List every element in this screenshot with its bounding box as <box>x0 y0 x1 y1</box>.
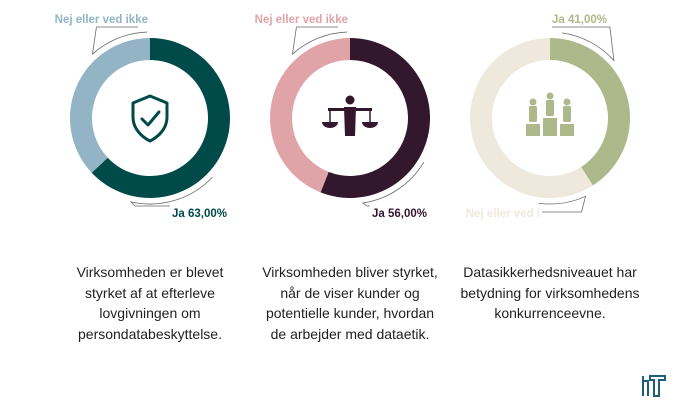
caption-1-line: styrket af at efterleve <box>85 284 215 301</box>
caption-2-line: potentielle kunder, hvordan <box>265 305 435 321</box>
shield-check-icon <box>131 94 169 143</box>
label-ja: Ja 56,00% <box>372 208 427 220</box>
caption-2-line: når de viser kunder og <box>280 284 420 301</box>
label-ja: Ja 41,00% <box>552 14 607 26</box>
caption-2-line: Virksomheden bliver styrket, <box>262 264 438 280</box>
slice-ja <box>91 38 230 198</box>
caption-1-line: Virksomheden er blevet <box>76 264 224 280</box>
caption-1-line: persondatabeskyttelse. <box>78 325 222 342</box>
caption-3-line: konkurrenceevne. <box>494 305 606 321</box>
leader-line-ja <box>129 176 213 207</box>
label-nej: Nej eller ved ikke <box>255 14 348 26</box>
caption-3-line: betydning for virksomhedens <box>460 284 640 301</box>
caption-2-line: de arbejder med dataetik. <box>270 325 430 342</box>
scales-of-justice-icon <box>322 95 378 136</box>
it-logo-icon <box>642 375 666 397</box>
caption-2: Virksomheden bliver styrket, når de vise… <box>250 262 450 344</box>
label-nej: Nej eller ved ikke <box>55 14 148 26</box>
caption-1-line: lovgivningen om <box>99 305 201 321</box>
caption-1: Virksomheden er blevet styrket af at eft… <box>50 262 250 344</box>
slice-nej <box>269 38 350 193</box>
slice-ja <box>550 38 631 186</box>
caption-3-line: Datasikkerhedsniveauet har <box>463 264 637 280</box>
label-nej: Nej eller ved i <box>466 208 540 220</box>
leader-line-nej <box>291 26 348 56</box>
leader-line-ja <box>552 26 615 62</box>
slice-nej <box>70 38 150 173</box>
label-ja: Ja 63,00% <box>172 208 227 220</box>
leader-line-nej <box>538 195 587 213</box>
caption-3: Datasikkerhedsniveauet har betydning for… <box>450 262 650 324</box>
podium-people-icon <box>526 92 574 136</box>
slice-ja <box>320 38 431 198</box>
slice-nej <box>470 37 593 198</box>
leader-line-nej <box>91 26 148 56</box>
leader-line-ja <box>361 161 425 207</box>
